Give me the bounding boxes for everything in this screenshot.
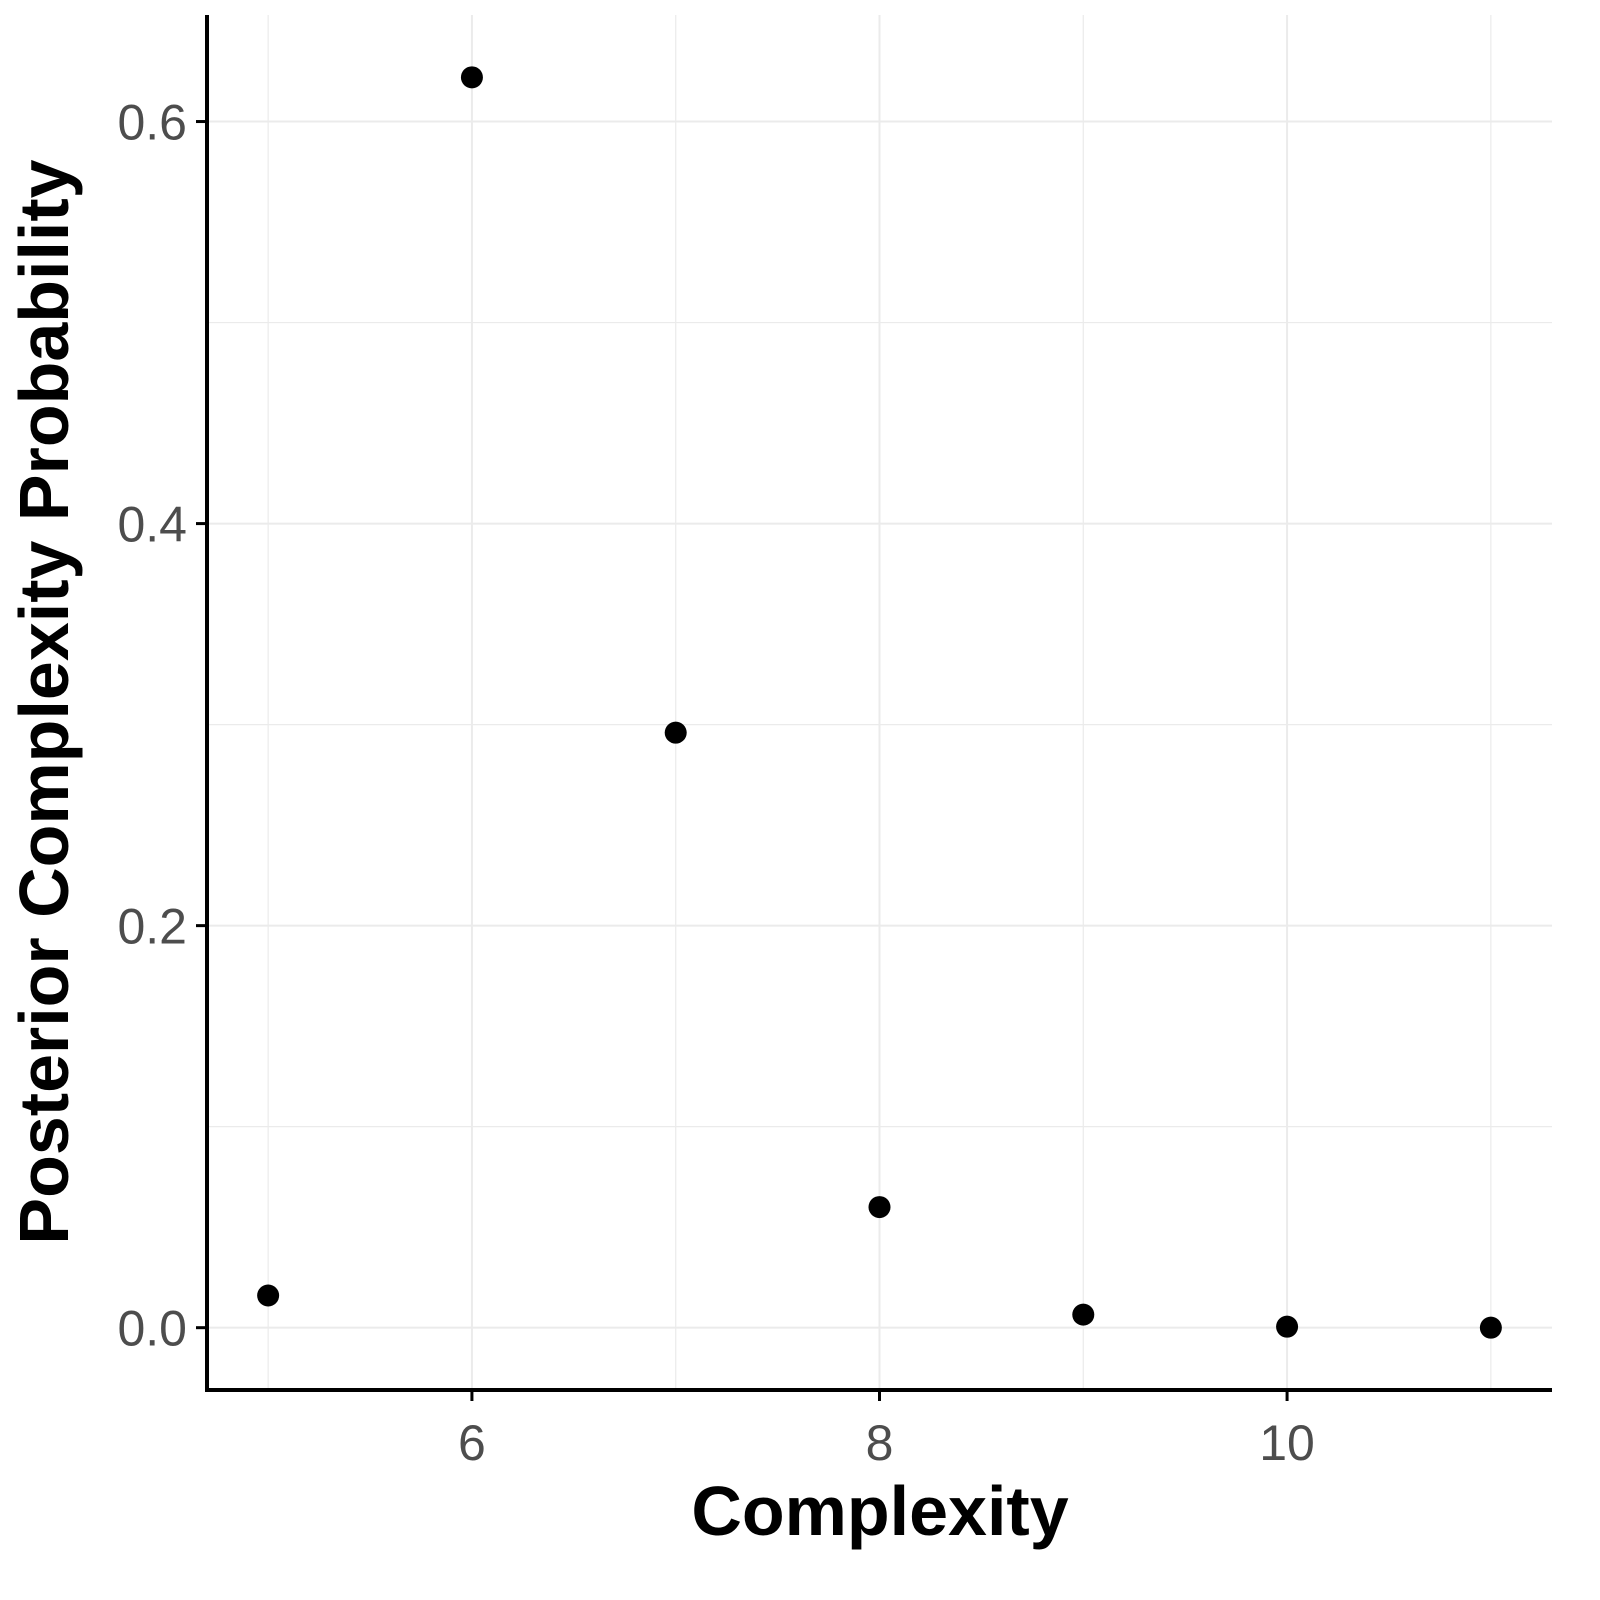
y-axis-title: Posterior Complexity Probability xyxy=(5,159,83,1244)
y-tick-label: 0.0 xyxy=(117,1301,187,1357)
points xyxy=(257,66,1502,1339)
data-point xyxy=(1479,1316,1502,1339)
x-tick-label: 6 xyxy=(458,1415,486,1471)
data-point xyxy=(664,721,687,744)
x-axis-title: Complexity xyxy=(691,1472,1068,1550)
ticks: 6 8 10 0.0 0.2 0.4 0.6 xyxy=(117,95,1314,1471)
y-tick-label: 0.4 xyxy=(117,497,187,553)
data-point xyxy=(460,66,483,89)
grid xyxy=(207,15,1552,1390)
data-point xyxy=(868,1196,891,1219)
y-tick-label: 0.2 xyxy=(117,899,187,955)
x-tick-label: 8 xyxy=(866,1415,894,1471)
data-point xyxy=(257,1284,280,1307)
x-tick-label: 10 xyxy=(1259,1415,1315,1471)
data-point xyxy=(1276,1315,1299,1338)
data-point xyxy=(1072,1303,1095,1326)
y-tick-label: 0.6 xyxy=(117,95,187,151)
